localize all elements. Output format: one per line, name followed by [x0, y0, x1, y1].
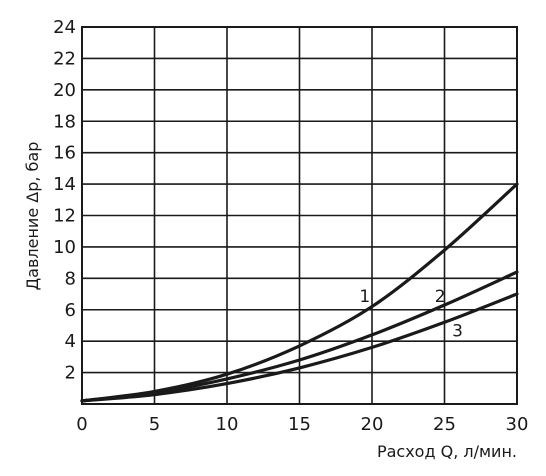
y-tick-label: 8	[65, 268, 76, 289]
y-axis-title: Давление Δр, бар	[23, 142, 42, 291]
y-tick-label: 10	[53, 237, 76, 258]
x-tick-label: 20	[361, 414, 384, 435]
x-tick-label: 0	[76, 414, 87, 435]
curve-label-1: 1	[359, 287, 370, 307]
curve-labels-layer: 1 23	[359, 287, 463, 342]
y-tick-label: 12	[53, 206, 76, 227]
curves-layer	[80, 182, 519, 403]
plot-frame	[81, 26, 518, 405]
x-tick-label: 30	[506, 414, 529, 435]
curve-label-3: 3	[452, 321, 463, 341]
y-tick-label: 24	[53, 17, 76, 38]
y-tick-label: 16	[53, 143, 76, 164]
x-axis-title: Расход Q, л/мин.	[377, 442, 517, 461]
series-3-line	[80, 292, 519, 403]
y-tick-label: 14	[53, 174, 76, 195]
y-tick-label: 22	[53, 48, 76, 69]
y-tick-label: 18	[53, 111, 76, 132]
curve-label-2: 2	[435, 287, 446, 307]
y-tick-label: 2	[65, 363, 76, 384]
y-tick-label: 4	[65, 331, 76, 352]
x-tick-label: 10	[216, 414, 239, 435]
y-tick-label: 20	[53, 80, 76, 101]
grid-layer	[82, 27, 517, 404]
x-tick-label: 5	[149, 414, 160, 435]
x-tick-label: 15	[288, 414, 311, 435]
x-tick-label: 25	[433, 414, 456, 435]
y-tick-label: 6	[65, 300, 76, 321]
